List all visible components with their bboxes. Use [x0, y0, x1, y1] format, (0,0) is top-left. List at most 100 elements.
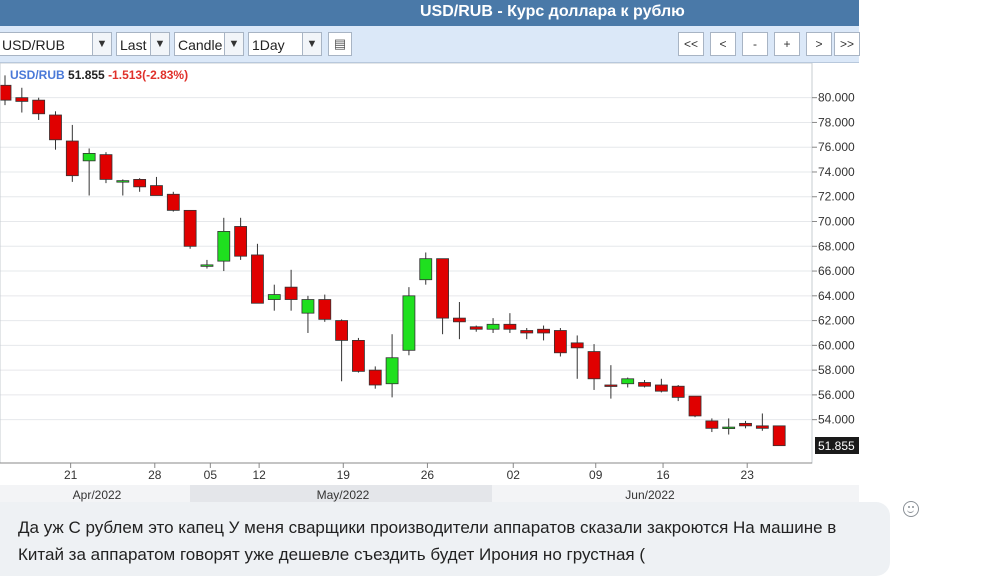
scroll-start-button[interactable]: << — [678, 32, 704, 56]
candle[interactable] — [503, 313, 517, 333]
candle-body — [251, 254, 264, 304]
candle[interactable] — [385, 334, 399, 398]
candle[interactable] — [32, 97, 46, 120]
candle[interactable] — [335, 319, 349, 382]
candle[interactable] — [486, 318, 500, 333]
y-tick-label: 80.000 — [818, 91, 855, 105]
candle[interactable] — [200, 259, 214, 269]
candle[interactable] — [570, 335, 584, 379]
candle[interactable] — [99, 152, 113, 184]
candle[interactable] — [217, 217, 231, 272]
chevron-down-icon[interactable]: ▼ — [150, 33, 169, 55]
candle-body — [82, 153, 96, 162]
scroll-left-button[interactable]: < — [710, 32, 736, 56]
candle[interactable] — [267, 284, 281, 311]
candle-body — [419, 258, 433, 281]
legend-price: 51.855 — [68, 68, 105, 82]
candle-body — [469, 326, 483, 330]
candle[interactable] — [621, 377, 635, 388]
candle-body — [15, 97, 29, 102]
candle-body — [0, 84, 12, 101]
candle[interactable] — [133, 178, 147, 192]
y-tick-label: 78.000 — [818, 115, 855, 129]
zoom-out-button[interactable]: - — [742, 32, 768, 56]
candle[interactable] — [453, 302, 466, 340]
month-label: Jun/2022 — [625, 488, 675, 502]
month-band — [492, 485, 859, 503]
candle-body — [772, 425, 786, 447]
candle[interactable] — [755, 413, 769, 431]
candle[interactable] — [671, 384, 685, 402]
candle[interactable] — [638, 380, 651, 388]
candle[interactable] — [166, 191, 180, 212]
candle[interactable] — [688, 395, 702, 418]
chevron-down-icon[interactable]: ▼ — [224, 33, 243, 55]
symbol-select[interactable]: USD/RUB ▼ — [0, 32, 112, 56]
candle-body — [99, 154, 113, 180]
month-label: May/2022 — [317, 488, 370, 502]
y-tick-label: 76.000 — [818, 140, 855, 154]
candle-body — [537, 328, 550, 334]
candle[interactable] — [82, 148, 96, 196]
month-band — [0, 485, 190, 503]
candle-body — [267, 294, 281, 300]
candle[interactable] — [402, 287, 416, 356]
candle-body — [688, 395, 702, 417]
candle-body — [65, 140, 79, 177]
y-tick-label: 54.000 — [818, 413, 855, 427]
month-band — [190, 485, 492, 503]
candle-body — [32, 99, 46, 115]
candlestick-chart[interactable]: 54.000 56.000 58.000 60.000 62.000 64.000 66.0… — [0, 63, 859, 503]
x-tick-label: 02 — [507, 468, 521, 482]
candle[interactable] — [772, 425, 786, 447]
candle[interactable] — [318, 294, 332, 322]
candle[interactable] — [469, 325, 483, 332]
y-tick-label: 68.000 — [818, 239, 855, 253]
price-field-select[interactable]: Last ▼ — [116, 32, 170, 56]
zoom-in-button[interactable]: + — [774, 32, 800, 56]
candle[interactable] — [251, 243, 264, 304]
candle[interactable] — [419, 252, 433, 285]
candle[interactable] — [654, 378, 668, 393]
candle-body — [402, 295, 416, 351]
price-field-value: Last — [120, 37, 147, 53]
candle[interactable] — [15, 87, 29, 113]
current-price-label: 51.855 — [815, 437, 859, 454]
chart-type-select[interactable]: Candle ▼ — [174, 32, 244, 56]
candle-body — [520, 330, 534, 334]
candle[interactable] — [436, 258, 449, 335]
candle[interactable] — [368, 366, 382, 389]
chevron-down-icon[interactable]: ▼ — [302, 33, 321, 55]
candle[interactable] — [150, 176, 163, 196]
interval-select[interactable]: 1Day ▼ — [248, 32, 322, 56]
candle[interactable] — [301, 295, 315, 333]
indicators-menu-icon[interactable]: ▤ — [328, 32, 352, 56]
candle[interactable] — [234, 217, 248, 260]
candle[interactable] — [183, 209, 197, 249]
candle[interactable] — [587, 344, 601, 390]
candle[interactable] — [604, 365, 618, 399]
scroll-end-button[interactable]: >> — [834, 32, 860, 56]
candle-body — [503, 323, 517, 330]
scroll-right-button[interactable]: > — [806, 32, 832, 56]
candle[interactable] — [65, 124, 79, 182]
candle[interactable] — [537, 325, 550, 341]
candle-body — [587, 351, 601, 380]
candle[interactable] — [553, 328, 567, 357]
candle[interactable] — [0, 75, 12, 106]
candle[interactable] — [520, 328, 534, 340]
candle[interactable] — [116, 179, 130, 196]
candle-body — [200, 264, 214, 267]
candle[interactable] — [352, 337, 365, 373]
emoji-reaction-icon[interactable] — [903, 501, 919, 517]
candle-body — [638, 382, 651, 387]
chevron-down-icon[interactable]: ▼ — [92, 33, 111, 55]
candle[interactable] — [705, 418, 719, 433]
candle[interactable] — [739, 420, 752, 429]
x-tick-label: 23 — [741, 468, 755, 482]
candle[interactable] — [49, 111, 62, 150]
candle[interactable] — [722, 418, 736, 435]
candle-body — [234, 226, 248, 257]
y-tick-label: 70.000 — [818, 215, 855, 229]
candle[interactable] — [284, 269, 298, 311]
